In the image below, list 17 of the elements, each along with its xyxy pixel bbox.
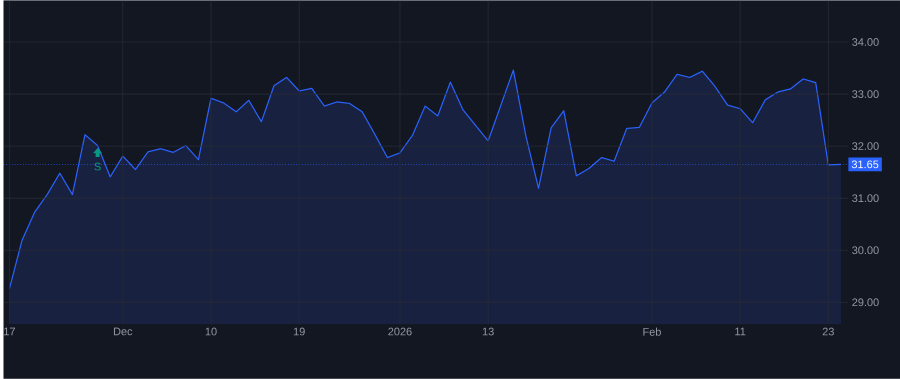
x-tick-label: Dec [114,328,132,336]
x-tick-label: 19 [294,328,305,336]
x-tick-label: Feb [643,328,661,336]
x-tick-label: 13 [482,328,494,336]
y-tick-label: 30.00 [852,246,879,254]
ref-line-label: 31.65 [852,160,878,168]
y-tick-label: 33.00 [852,90,879,98]
y-tick-label: 29.00 [852,298,879,306]
x-tick-label: 2026 [388,328,412,336]
y-tick-label: 34.00 [852,38,879,46]
x-tick-label: 10 [206,328,217,336]
y-tick-label: 32.00 [852,142,879,150]
y-tick-label: 31.00 [852,194,879,202]
x-tick-label: 11 [735,328,746,336]
x-tick-label: 23 [822,328,834,336]
x-tick-label: 17 [4,328,15,336]
annotation: S [94,162,101,170]
